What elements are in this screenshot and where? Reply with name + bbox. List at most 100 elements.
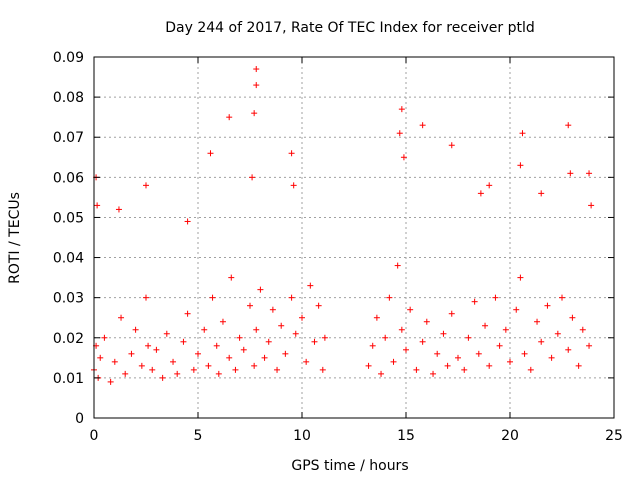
data-point [101, 334, 108, 341]
data-point [390, 358, 397, 365]
y-tick-label: 0.09 [53, 50, 84, 66]
y-tick-label: 0 [75, 411, 84, 427]
data-point [311, 338, 318, 345]
data-point [282, 350, 289, 357]
data-point [132, 326, 139, 333]
data-point [118, 314, 125, 321]
data-point [138, 362, 145, 369]
y-tick-label: 0.01 [53, 371, 84, 387]
data-point [569, 314, 576, 321]
data-point [394, 262, 401, 269]
data-point [226, 114, 233, 121]
y-axis-label: ROTI / TECUs [7, 192, 23, 284]
tick-labels-layer: 0 5 10 15 20 25 0 0.01 0.02 0.03 0.04 0.05 0.06 0.07 0… [53, 50, 623, 444]
data-point [365, 362, 372, 369]
data-point [319, 366, 326, 373]
data-point [378, 370, 385, 377]
data-point [565, 346, 572, 353]
data-point [565, 122, 572, 129]
data-point [228, 274, 235, 281]
data-point [213, 342, 220, 349]
data-point [122, 370, 129, 377]
data-point [579, 326, 586, 333]
data-point [107, 378, 114, 385]
data-point [159, 374, 166, 381]
data-point [195, 350, 201, 357]
x-tick-label: 10 [293, 428, 311, 444]
data-point [423, 318, 430, 325]
data-point [519, 130, 526, 137]
data-point [97, 354, 104, 361]
data-point [153, 346, 160, 353]
x-tick-label: 20 [501, 428, 519, 444]
data-point [232, 366, 239, 373]
data-point [290, 182, 297, 189]
data-point [403, 346, 409, 353]
data-point [226, 354, 233, 361]
data-point [492, 294, 499, 301]
data-point [486, 182, 493, 189]
y-tick-label: 0.04 [53, 251, 84, 267]
data-point [115, 206, 122, 213]
data-point [209, 294, 216, 301]
data-point [538, 190, 545, 197]
data-point [253, 66, 260, 73]
data-point [398, 106, 405, 113]
data-point [475, 350, 482, 357]
data-point [261, 354, 268, 361]
data-point [174, 370, 181, 377]
y-tick-label: 0.05 [53, 210, 84, 226]
data-point [444, 362, 451, 369]
data-point [440, 330, 447, 337]
data-point [269, 306, 276, 313]
x-tick-label: 5 [194, 428, 203, 444]
data-point [163, 330, 170, 337]
data-point [240, 346, 247, 353]
ticks-layer [93, 56, 615, 419]
data-point [507, 358, 513, 365]
chart-title: Day 244 of 2017, Rate Of TEC Index for r… [165, 20, 535, 36]
data-point [465, 334, 472, 341]
data-point [527, 366, 534, 373]
y-tick-label: 0.02 [53, 331, 84, 347]
data-point [190, 366, 197, 373]
data-point [386, 294, 393, 301]
data-point [180, 338, 187, 345]
data-point [145, 342, 152, 349]
y-tick-label: 0.07 [53, 130, 84, 146]
data-point [253, 326, 260, 333]
y-tick-label: 0.06 [53, 170, 84, 186]
data-point [303, 358, 310, 365]
data-point [559, 294, 565, 301]
data-point [544, 302, 551, 309]
x-tick-label: 25 [605, 428, 623, 444]
x-tick-label: 15 [397, 428, 415, 444]
data-point [586, 170, 593, 177]
data-point [419, 338, 426, 345]
data-point [413, 366, 420, 373]
y-tick-label: 0.03 [53, 291, 84, 307]
data-point [407, 306, 414, 313]
data-point [321, 334, 328, 341]
data-point [396, 130, 403, 137]
data-point [455, 354, 461, 361]
data-point [278, 322, 285, 329]
data-point [253, 82, 260, 89]
plot-frame [93, 56, 615, 419]
data-point [219, 318, 226, 325]
data-point [575, 362, 582, 369]
data-point [251, 110, 258, 117]
data-point [215, 370, 222, 377]
data-point [400, 154, 407, 161]
data-point [274, 366, 281, 373]
data-point [419, 122, 426, 129]
x-tick-label: 0 [90, 428, 99, 444]
data-point [207, 150, 214, 157]
data-point [288, 294, 295, 301]
grid-layer [94, 57, 614, 418]
data-point [382, 334, 389, 341]
data-point [236, 334, 243, 341]
data-point [521, 350, 528, 357]
data-point [461, 366, 468, 373]
